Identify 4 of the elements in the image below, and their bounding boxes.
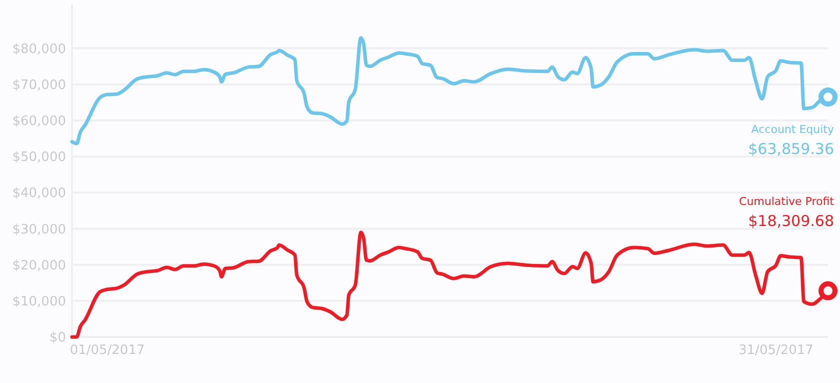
- annotation: $63,859.36: [748, 140, 834, 158]
- text: Cumulative Profit: [739, 194, 835, 208]
- series-label: Account Equity: [751, 123, 834, 136]
- annotation: $18,309.68: [748, 212, 834, 230]
